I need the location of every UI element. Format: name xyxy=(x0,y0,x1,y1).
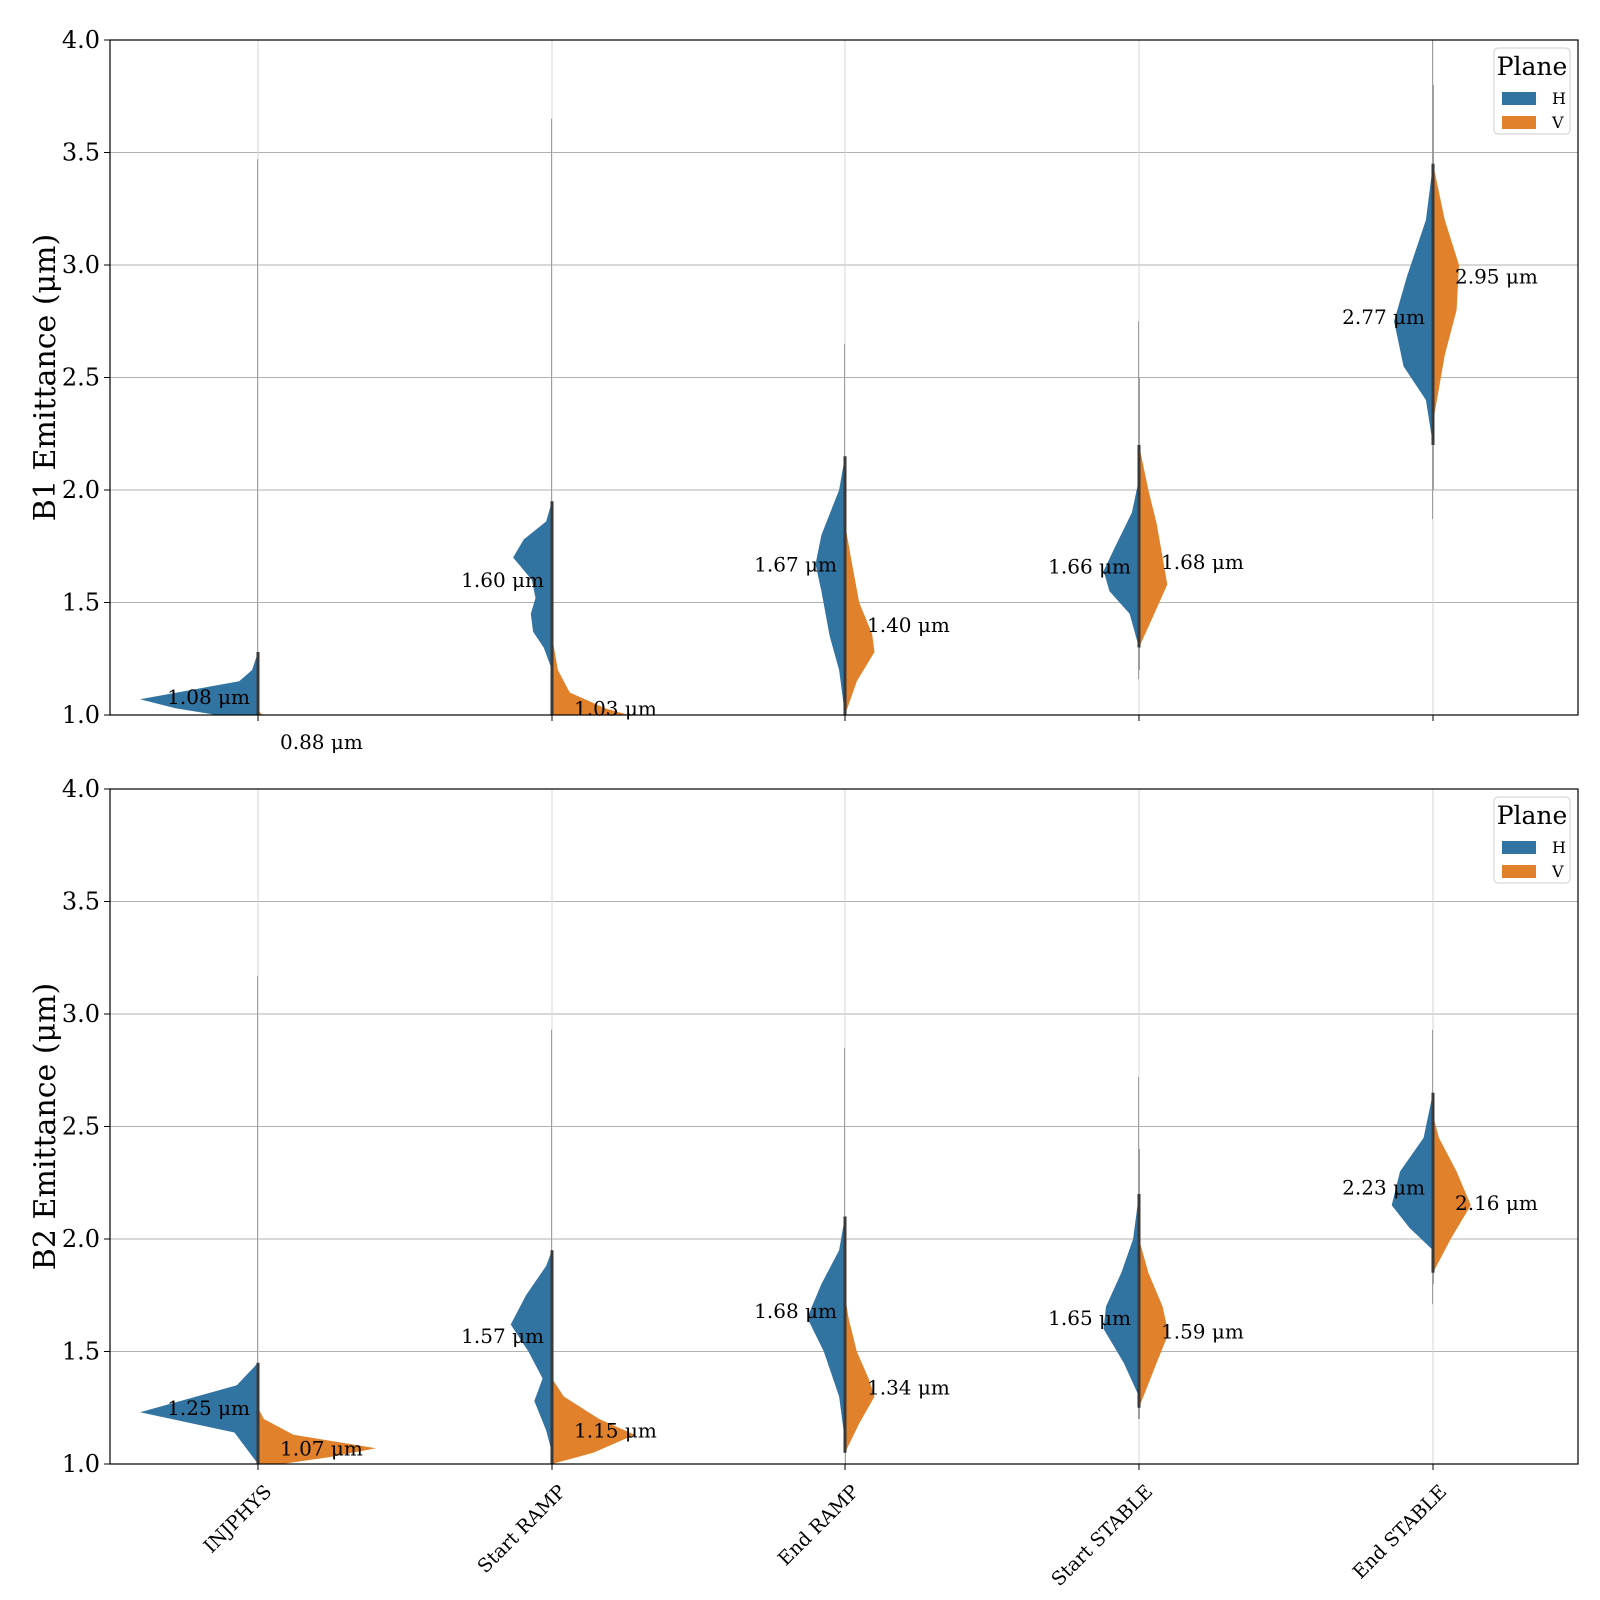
violin-V-end-stable xyxy=(1433,1115,1471,1273)
median-annotation: 2.77 μm xyxy=(1342,305,1425,329)
chart-panel-2: 1.25 μm 1.57 μm 1.68 μm 1.65 μm 2.23 μm 1.07 … xyxy=(28,775,1579,1591)
legend-entry-H: H xyxy=(1552,838,1566,857)
legend-box xyxy=(1493,796,1571,884)
violin-H-start-ramp xyxy=(513,501,552,711)
median-annotation: 1.67 μm xyxy=(754,552,837,576)
y-axis-label: B2 Emittance (μm) xyxy=(28,983,63,1270)
y-tick-label: 3.0 xyxy=(62,251,100,279)
legend: Plane HV xyxy=(1493,47,1571,135)
y-tick-label: 3.5 xyxy=(62,888,100,916)
legend-swatch-H xyxy=(1502,841,1536,854)
y-tick-label: 1.5 xyxy=(62,589,100,617)
violin-H-end-stable xyxy=(1391,1092,1433,1251)
x-tick-label: INJPHYS xyxy=(199,1481,276,1558)
legend: Plane HV xyxy=(1493,796,1571,884)
legend-swatch-H xyxy=(1502,92,1536,105)
median-annotation: 1.59 μm xyxy=(1161,1319,1244,1343)
violin-V-start-stable xyxy=(1139,1239,1169,1408)
violin-V-start-ramp xyxy=(552,636,629,715)
y-tick-label: 2.5 xyxy=(62,1113,100,1141)
median-annotation: 1.15 μm xyxy=(574,1418,657,1442)
y-tick-label: 2.0 xyxy=(62,476,100,504)
violin-H-start-ramp xyxy=(510,1250,552,1453)
legend-entry-H: H xyxy=(1552,89,1566,108)
legend-title: Plane xyxy=(1497,801,1568,830)
violin-H-end-stable xyxy=(1394,163,1433,445)
median-annotation: 1.68 μm xyxy=(754,1299,837,1323)
legend-swatch-V xyxy=(1502,116,1536,129)
legend-title: Plane xyxy=(1497,52,1568,81)
violin-V-end-ramp xyxy=(845,523,875,715)
median-annotation: 1.08 μm xyxy=(167,685,250,709)
violin-V-end-ramp xyxy=(845,1295,875,1453)
median-annotation: 2.16 μm xyxy=(1455,1191,1538,1215)
violin-V-start-stable xyxy=(1139,445,1168,648)
violin-H-end-ramp xyxy=(807,1216,845,1442)
violin-V-start-ramp xyxy=(552,1378,635,1464)
violin-H-start-stable xyxy=(1103,478,1139,648)
violin-H-injphys xyxy=(140,1362,258,1464)
legend-swatch-V xyxy=(1502,865,1536,878)
x-tick-label: End STABLE xyxy=(1349,1481,1452,1584)
median-annotation: 2.23 μm xyxy=(1342,1175,1425,1199)
violin-V-injphys xyxy=(258,1407,376,1464)
median-annotation: 1.40 μm xyxy=(867,613,950,637)
median-annotation: 1.68 μm xyxy=(1161,550,1244,574)
legend-entry-V: V xyxy=(1551,113,1564,132)
median-annotation: 1.03 μm xyxy=(574,696,657,720)
violin-layer xyxy=(140,40,1459,715)
median-annotation: 1.07 μm xyxy=(280,1436,363,1460)
median-annotation: 2.95 μm xyxy=(1455,264,1538,288)
chart-panel-1: 1.08 μm 1.60 μm 1.67 μm 1.66 μm 2.77 μm 0.88 … xyxy=(28,26,1579,754)
x-tick-label: Start RAMP xyxy=(473,1481,570,1578)
median-annotation: 1.60 μm xyxy=(461,568,544,592)
y-tick-label: 1.5 xyxy=(62,1338,100,1366)
violin-V-end-stable xyxy=(1433,163,1459,423)
legend-box xyxy=(1493,47,1571,135)
violin-layer xyxy=(140,975,1471,1464)
y-tick-label: 3.0 xyxy=(62,1000,100,1028)
y-tick-label: 4.0 xyxy=(62,26,100,54)
y-tick-label: 1.0 xyxy=(62,701,100,729)
y-tick-label: 4.0 xyxy=(62,775,100,803)
y-tick-label: 2.5 xyxy=(62,364,100,392)
y-tick-label: 3.5 xyxy=(62,139,100,167)
violin-H-end-ramp xyxy=(815,456,845,715)
y-tick-label: 2.0 xyxy=(62,1225,100,1253)
median-annotation: 0.88 μm xyxy=(280,730,363,754)
median-annotation: 1.66 μm xyxy=(1048,555,1131,579)
y-tick-label: 1.0 xyxy=(62,1450,100,1478)
x-tick-label: Start STABLE xyxy=(1047,1481,1157,1591)
x-tick-label: End RAMP xyxy=(774,1481,864,1571)
legend-entry-V: V xyxy=(1551,862,1564,881)
y-axis-label: B1 Emittance (μm) xyxy=(28,234,63,521)
median-annotation: 1.57 μm xyxy=(461,1324,544,1348)
violin-H-injphys xyxy=(140,652,258,715)
median-annotation: 1.25 μm xyxy=(167,1396,250,1420)
median-annotation: 1.65 μm xyxy=(1048,1306,1131,1330)
median-annotation: 1.34 μm xyxy=(867,1376,950,1400)
violin-H-start-stable xyxy=(1103,1194,1139,1397)
